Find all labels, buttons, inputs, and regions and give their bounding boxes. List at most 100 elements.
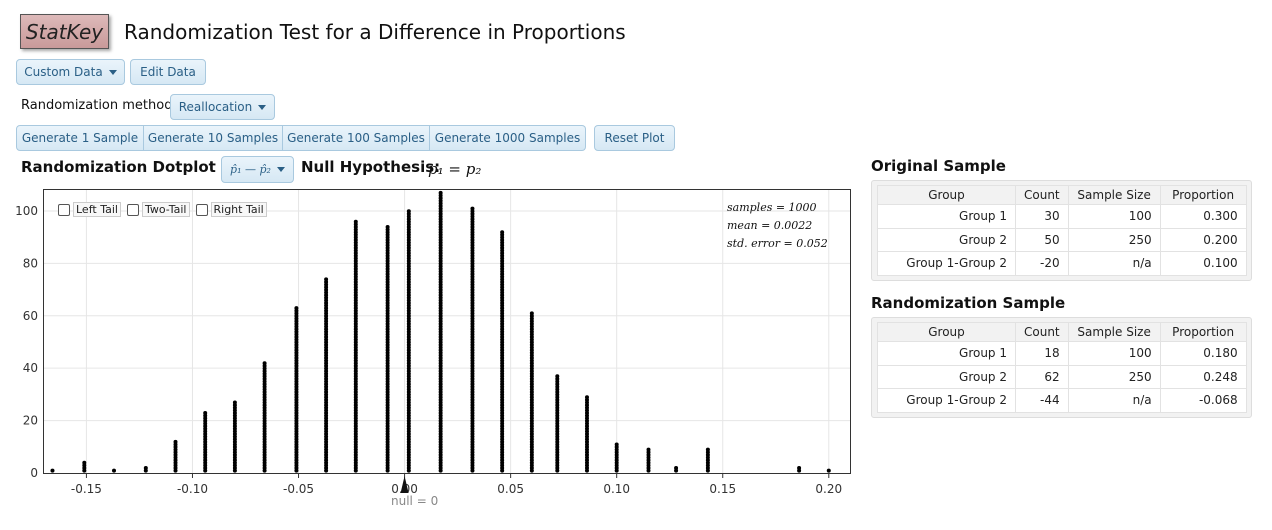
proportion-cell: 0.200: [1159, 227, 1247, 252]
count-cell: 30: [1015, 204, 1069, 229]
table-row: Group 2 62 250 0.248: [877, 364, 1247, 389]
proportion-cell: -0.068: [1159, 388, 1247, 413]
table-row: Group 1 18 100 0.180: [877, 341, 1247, 366]
sample-dot: [294, 306, 299, 311]
sample-size-cell: 100: [1067, 204, 1161, 229]
generate-1-sample-button[interactable]: Generate 1 Sample: [16, 125, 144, 151]
dot-column: [705, 447, 710, 473]
sample-dot: [111, 468, 116, 473]
dot-column: [232, 400, 237, 473]
sample-dot: [500, 230, 505, 235]
generate-button-group: Generate 1 Sample Generate 10 Samples Ge…: [16, 125, 586, 151]
dot-column: [674, 466, 679, 473]
column-header: Sample Size: [1067, 322, 1161, 342]
dot-column: [406, 209, 411, 473]
sample-dot: [262, 361, 267, 366]
samples-stat: samples = 1000: [727, 201, 817, 214]
custom-data-label: Custom Data: [24, 65, 103, 79]
count-cell: -20: [1015, 251, 1069, 276]
group-cell: Group 2: [877, 364, 1016, 389]
y-tick-label: 100: [15, 204, 38, 218]
sample-size-cell: 250: [1067, 364, 1161, 389]
sample-dot: [406, 209, 411, 214]
dot-column: [614, 442, 619, 473]
dot-column: [470, 206, 475, 473]
column-header: Proportion: [1159, 185, 1247, 205]
null-marker-label: null = 0: [391, 494, 439, 508]
sample-dot: [143, 466, 148, 471]
count-cell: -44: [1015, 388, 1069, 413]
randomization-method-dropdown[interactable]: Reallocation: [170, 94, 275, 120]
generate-1000-samples-button[interactable]: Generate 1000 Samples: [430, 125, 586, 151]
edit-data-button[interactable]: Edit Data: [130, 59, 206, 85]
sample-dot: [82, 460, 87, 465]
column-header: Group: [877, 185, 1016, 205]
y-tick-label: 40: [23, 361, 38, 375]
dot-column: [324, 277, 329, 473]
dot-column: [797, 466, 802, 473]
dot-column: [50, 468, 55, 473]
proportion-cell: 0.100: [1159, 251, 1247, 276]
x-tick-label: 0.20: [815, 482, 842, 496]
std-error-stat: std. error = 0.052: [727, 237, 828, 250]
mean-stat: mean = 0.0022: [727, 219, 813, 232]
two-tail-option[interactable]: Two-Tail: [126, 202, 190, 217]
y-tick-label: 80: [23, 256, 38, 270]
dot-column: [203, 410, 208, 473]
dot-column: [111, 468, 116, 473]
dot-column: [353, 219, 358, 473]
right-tail-checkbox[interactable]: [195, 203, 208, 216]
sample-dot: [529, 311, 534, 316]
proportion-cell: 0.180: [1159, 341, 1247, 366]
y-tick-label: 60: [23, 309, 38, 323]
custom-data-button[interactable]: Custom Data: [16, 59, 125, 85]
randomization-sample-table: Group Count Sample Size Proportion Group…: [877, 322, 1247, 413]
dot-column: [555, 374, 560, 473]
sample-dot: [324, 277, 329, 282]
sample-size-cell: 250: [1067, 227, 1161, 252]
original-sample-table: Group Count Sample Size Proportion Group…: [877, 185, 1247, 276]
dot-column: [529, 311, 534, 473]
sample-size-cell: 100: [1067, 341, 1161, 366]
statistic-selector-dropdown[interactable]: p̂₁ — p̂₂: [221, 156, 294, 183]
randomization-sample-panel: Group Count Sample Size Proportion Group…: [871, 317, 1252, 418]
x-tick-label: 0.10: [603, 482, 630, 496]
left-tail-option[interactable]: Left Tail: [58, 202, 121, 217]
column-header: Proportion: [1159, 322, 1247, 342]
null-marker-icon: [400, 476, 409, 493]
count-cell: 62: [1015, 364, 1069, 389]
dot-column: [438, 190, 443, 473]
dot-column: [294, 306, 299, 473]
sample-dot: [674, 466, 679, 471]
generate-10-samples-button[interactable]: Generate 10 Samples: [144, 125, 283, 151]
dot-column: [262, 361, 267, 473]
statkey-logo[interactable]: StatKey: [20, 14, 109, 49]
tail-options: Left Tail Two-Tail Right Tail: [58, 202, 267, 217]
left-tail-label: Left Tail: [73, 202, 121, 217]
y-tick-label: 20: [23, 414, 38, 428]
column-header: Sample Size: [1067, 185, 1161, 205]
proportion-cell: 0.300: [1159, 204, 1247, 229]
x-tick-label: 0.15: [709, 482, 736, 496]
dot-column: [826, 468, 831, 473]
sample-dot: [353, 219, 358, 224]
sample-dot: [470, 206, 475, 211]
dot-column: [143, 466, 148, 473]
dot-column: [646, 447, 651, 473]
generate-100-samples-button[interactable]: Generate 100 Samples: [283, 125, 430, 151]
two-tail-checkbox[interactable]: [126, 203, 139, 216]
two-tail-label: Two-Tail: [141, 202, 190, 217]
sample-dot: [232, 400, 237, 405]
group-cell: Group 1-Group 2: [877, 388, 1016, 413]
group-cell: Group 2: [877, 227, 1016, 252]
column-header: Count: [1015, 322, 1069, 342]
group-cell: Group 1: [877, 204, 1016, 229]
sample-size-cell: n/a: [1067, 251, 1161, 276]
left-tail-checkbox[interactable]: [58, 203, 70, 216]
randomization-method-value: Reallocation: [178, 100, 253, 114]
right-tail-option[interactable]: Right Tail: [195, 202, 267, 217]
reset-plot-button[interactable]: Reset Plot: [594, 125, 675, 151]
dot-column: [82, 460, 87, 473]
dotplot-frame: [43, 189, 851, 474]
